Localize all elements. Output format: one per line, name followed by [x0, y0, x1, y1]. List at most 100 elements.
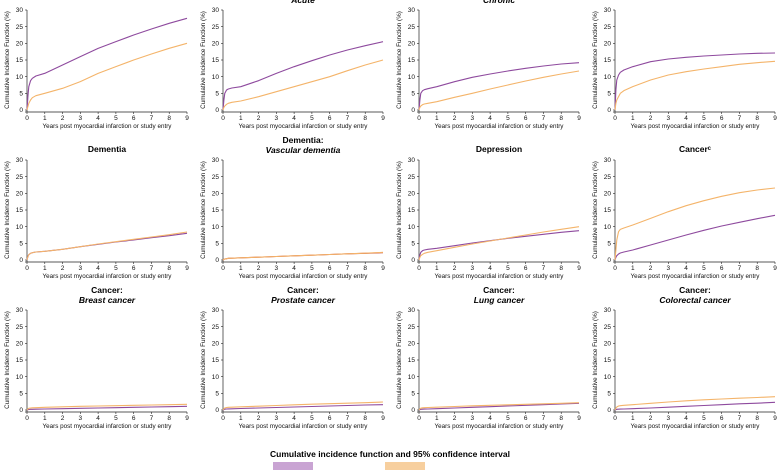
y-axis-label: Cumulative Incidence Function (%): [4, 311, 11, 409]
y-tick-label: 10: [604, 74, 612, 81]
y-tick-label: 10: [212, 374, 220, 381]
x-tick-label: 1: [43, 115, 47, 122]
x-tick-label: 1: [435, 415, 439, 422]
chart-panel-7: Depression 0 5 10 15 20 25 30 0 1 2 3 4 5 6 7 8 9 Years po…: [396, 144, 581, 280]
x-tick-label: 4: [684, 415, 688, 422]
x-tick-label: 8: [363, 115, 367, 122]
x-tick-label: 1: [239, 115, 243, 122]
x-axis-label: Years post myocardial infarction or stud…: [43, 123, 173, 130]
x-tick-label: 5: [310, 415, 314, 422]
panel-title: Cancer:: [287, 285, 319, 295]
y-tick-label: 5: [19, 91, 23, 98]
x-tick-label: 9: [381, 115, 385, 122]
y-axis-label: Cumulative Incidence Function (%): [200, 11, 207, 109]
y-tick-label: 0: [215, 407, 219, 414]
x-tick-label: 9: [773, 415, 777, 422]
y-tick-label: 5: [19, 241, 23, 248]
panel-subtitle: Vascular dementia: [266, 145, 341, 155]
chart-panel-12: Cancer:Colorectal cancer 0 5 10 15 20 25 30 0 1 2 3…: [592, 285, 777, 430]
y-tick-label: 20: [212, 41, 220, 48]
y-tick-label: 20: [212, 341, 220, 348]
y-tick-label: 25: [604, 174, 612, 181]
x-tick-label: 7: [542, 115, 546, 122]
x-tick-label: 8: [755, 415, 759, 422]
y-tick-label: 20: [604, 191, 612, 198]
y-tick-label: 20: [408, 191, 416, 198]
y-tick-label: 30: [16, 157, 24, 164]
x-tick-label: 3: [79, 265, 83, 272]
x-tick-label: 2: [649, 415, 653, 422]
x-axis-label: Years post myocardial infarction or stud…: [631, 423, 761, 430]
x-tick-label: 2: [453, 265, 457, 272]
y-tick-label: 0: [215, 107, 219, 114]
x-axis-label: Years post myocardial infarction or stud…: [435, 123, 565, 130]
y-tick-label: 25: [212, 174, 220, 181]
x-tick-label: 3: [471, 265, 475, 272]
y-tick-label: 15: [212, 207, 220, 214]
x-tick-label: 5: [506, 115, 510, 122]
y-tick-label: 25: [408, 174, 416, 181]
y-tick-label: 0: [411, 257, 415, 264]
series-line-purple: [26, 232, 188, 261]
series-line-purple: [26, 17, 188, 111]
x-tick-label: 6: [720, 115, 724, 122]
panel-subtitle: Colorectal cancer: [659, 295, 731, 305]
x-tick-label: 4: [488, 415, 492, 422]
y-tick-label: 10: [16, 74, 24, 81]
x-axis-label: Years post myocardial infarction or stud…: [435, 273, 565, 280]
series-line-orange: [26, 231, 188, 261]
x-tick-label: 4: [96, 115, 100, 122]
x-tick-label: 7: [542, 265, 546, 272]
x-tick-label: 6: [524, 415, 528, 422]
x-tick-label: 1: [239, 265, 243, 272]
y-tick-label: 15: [16, 57, 24, 64]
y-axis-label: Cumulative Incidence Function (%): [396, 161, 403, 259]
y-tick-label: 20: [16, 41, 24, 48]
x-tick-label: 8: [755, 265, 759, 272]
chart-panel-4: 0 5 10 15 20 25 30 0 1 2 3 4 5 6 7 8 9 Years post myocard…: [592, 7, 777, 130]
x-tick-label: 9: [185, 115, 189, 122]
x-tick-label: 1: [631, 115, 635, 122]
y-tick-label: 5: [215, 91, 219, 98]
y-tick-label: 25: [16, 324, 24, 331]
x-tick-label: 9: [185, 265, 189, 272]
x-axis-label: Years post myocardial infarction or stud…: [43, 273, 173, 280]
series-line-orange: [26, 403, 188, 411]
x-tick-label: 3: [79, 415, 83, 422]
x-tick-label: 2: [649, 265, 653, 272]
y-tick-label: 15: [408, 57, 416, 64]
panel-title: Cancerᶜ: [679, 144, 712, 154]
x-axis-label: Years post myocardial infarction or stud…: [435, 423, 565, 430]
series-line-purple: [614, 52, 776, 111]
y-tick-label: 5: [411, 91, 415, 98]
x-tick-label: 5: [114, 265, 118, 272]
y-tick-label: 15: [604, 57, 612, 64]
y-tick-label: 10: [604, 224, 612, 231]
y-tick-label: 5: [215, 241, 219, 248]
y-tick-label: 25: [16, 174, 24, 181]
x-tick-label: 3: [275, 115, 279, 122]
y-tick-label: 30: [16, 307, 24, 314]
panel-subtitle: Breast cancer: [79, 295, 136, 305]
y-tick-label: 30: [212, 307, 220, 314]
y-tick-label: 5: [607, 91, 611, 98]
x-tick-label: 0: [221, 265, 225, 272]
y-tick-label: 0: [607, 407, 611, 414]
y-tick-label: 25: [16, 24, 24, 31]
y-tick-label: 20: [16, 191, 24, 198]
x-tick-label: 6: [132, 415, 136, 422]
x-tick-label: 5: [114, 415, 118, 422]
x-tick-label: 5: [114, 115, 118, 122]
y-axis-label: Cumulative Incidence Function (%): [396, 11, 403, 109]
x-tick-label: 1: [43, 415, 47, 422]
y-tick-label: 5: [607, 391, 611, 398]
x-tick-label: 6: [328, 265, 332, 272]
x-tick-label: 4: [488, 115, 492, 122]
series-line-orange: [222, 59, 384, 111]
x-tick-label: 2: [649, 115, 653, 122]
y-tick-label: 0: [19, 257, 23, 264]
y-tick-label: 30: [604, 307, 612, 314]
x-tick-label: 6: [328, 115, 332, 122]
x-tick-label: 0: [221, 115, 225, 122]
series-line-orange: [614, 60, 776, 111]
